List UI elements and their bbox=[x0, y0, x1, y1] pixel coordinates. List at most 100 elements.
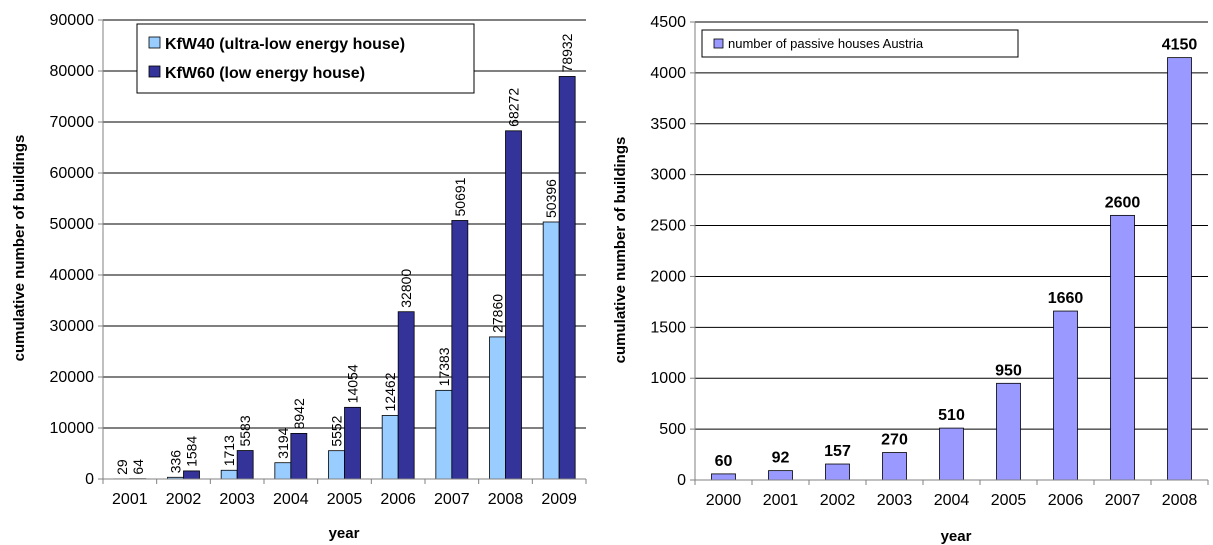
left-data-label: 5552 bbox=[329, 415, 345, 446]
left-bar-s2 bbox=[505, 130, 522, 480]
right-y-tick-label: 4500 bbox=[650, 14, 686, 31]
left-bar-s1 bbox=[220, 469, 238, 480]
left-legend-frame bbox=[136, 23, 475, 94]
right-legend-swatch-passive bbox=[713, 38, 724, 49]
left-data-label: 78932 bbox=[559, 33, 575, 72]
right-data-label: 270 bbox=[881, 432, 908, 449]
right-x-tick-label: 2000 bbox=[706, 492, 742, 509]
left-y-tick-label: 90000 bbox=[50, 12, 95, 29]
right-bar-s1 bbox=[711, 473, 736, 481]
left-x-tick-label: 2003 bbox=[219, 491, 255, 508]
chart-kfw: 0 10000 20000 30000 40000 50000 60000 70000 8000… bbox=[11, 12, 587, 542]
left-data-label: 1584 bbox=[184, 436, 200, 467]
right-x-tick-label: 2005 bbox=[991, 492, 1027, 509]
right-bar-s1 bbox=[1167, 57, 1192, 481]
right-data-label: 1660 bbox=[1048, 290, 1084, 307]
right-y-tick-label: 0 bbox=[677, 472, 686, 489]
left-y-tick-label: 0 bbox=[85, 471, 94, 488]
right-y-tick-label: 4000 bbox=[650, 65, 686, 82]
right-x-tick-label: 2001 bbox=[763, 492, 799, 509]
left-bar-s2 bbox=[183, 470, 200, 480]
left-data-label: 17383 bbox=[436, 347, 452, 386]
right-data-label: 92 bbox=[772, 450, 790, 467]
right-x-tick-labels: 2000 2001 2002 2003 2004 2005 2006 2007 2008 bbox=[706, 492, 1198, 509]
left-legend-swatch-kfw40 bbox=[148, 36, 161, 49]
left-data-label: 68272 bbox=[506, 88, 522, 127]
left-data-label: 50691 bbox=[452, 177, 468, 216]
left-y-tick-label: 80000 bbox=[50, 63, 95, 80]
right-x-tick-label: 2004 bbox=[934, 492, 970, 509]
right-bar-s1 bbox=[1053, 310, 1078, 481]
right-y-tick-label: 2000 bbox=[650, 268, 686, 285]
left-x-tick-label: 2009 bbox=[541, 491, 577, 508]
left-bar-s1 bbox=[542, 221, 560, 480]
left-x-tick-label: 2006 bbox=[380, 491, 416, 508]
right-bar-s1 bbox=[768, 470, 793, 481]
left-bar-s1 bbox=[435, 389, 453, 480]
right-bar-s1 bbox=[882, 452, 907, 481]
right-data-label: 60 bbox=[715, 453, 733, 470]
right-bar-s1 bbox=[1110, 214, 1135, 481]
left-bar-s2 bbox=[397, 311, 415, 480]
left-axes bbox=[98, 19, 587, 484]
right-x-tick-label: 2003 bbox=[877, 492, 913, 509]
left-y-tick-label: 60000 bbox=[50, 165, 95, 182]
left-bar-s2 bbox=[558, 76, 576, 480]
right-legend-label-passive: number of passive houses Austria bbox=[728, 36, 924, 51]
left-x-tick-label: 2002 bbox=[166, 491, 202, 508]
right-y-tick-label: 1000 bbox=[650, 370, 686, 387]
right-y-tick-label: 3500 bbox=[650, 116, 686, 133]
right-bar-s1 bbox=[996, 382, 1021, 481]
right-data-label: 510 bbox=[938, 407, 965, 424]
right-y-tick-label: 1500 bbox=[650, 319, 686, 336]
left-x-tick-label: 2005 bbox=[327, 491, 363, 508]
left-data-label: 14054 bbox=[345, 364, 361, 403]
left-x-tick-labels: 2001 2002 2003 2004 2005 2006 2007 2008 2009 bbox=[112, 491, 577, 508]
right-y-tick-labels: 0 500 1000 1500 2000 2500 3000 3500 4000 4500 bbox=[650, 14, 686, 489]
right-data-label: 950 bbox=[995, 362, 1022, 379]
left-y-tick-label: 10000 bbox=[50, 420, 95, 437]
right-legend-frame bbox=[701, 29, 1019, 58]
left-y-tick-label: 70000 bbox=[50, 114, 95, 131]
left-legend-swatch-kfw60 bbox=[148, 65, 161, 78]
left-y-tick-labels: 0 10000 20000 30000 40000 50000 60000 70000 8000… bbox=[50, 12, 95, 488]
left-bar-s2 bbox=[290, 432, 308, 480]
left-x-tick-label: 2004 bbox=[273, 491, 309, 508]
right-data-label: 157 bbox=[824, 443, 851, 460]
right-axes bbox=[690, 21, 1209, 485]
right-x-tick-label: 2002 bbox=[820, 492, 856, 509]
left-legend-label-kfw40: KfW40 (ultra-low energy house) bbox=[165, 36, 405, 53]
right-bar-s1 bbox=[939, 427, 964, 481]
left-gridlines bbox=[103, 19, 586, 429]
right-y-tick-label: 2500 bbox=[650, 218, 686, 235]
left-legend: KfW40 (ultra-low energy house) KfW60 (lo… bbox=[136, 23, 475, 94]
left-y-tick-label: 30000 bbox=[50, 318, 95, 335]
right-legend: number of passive houses Austria bbox=[701, 29, 1019, 58]
left-data-label: 5583 bbox=[237, 415, 253, 446]
left-data-label: 29 bbox=[114, 459, 130, 475]
right-y-tick-label: 500 bbox=[659, 421, 686, 438]
right-bars bbox=[711, 57, 1192, 481]
left-bar-s1 bbox=[381, 415, 399, 480]
left-bar-s1 bbox=[489, 336, 506, 480]
left-y-axis-title: cumulative number of buildings bbox=[11, 135, 28, 362]
right-x-tick-label: 2006 bbox=[1048, 492, 1084, 509]
left-data-label: 8942 bbox=[291, 398, 307, 429]
left-y-tick-label: 40000 bbox=[50, 267, 95, 284]
left-data-label: 336 bbox=[168, 450, 184, 474]
right-x-tick-label: 2007 bbox=[1105, 492, 1141, 509]
left-y-tick-label: 20000 bbox=[50, 369, 95, 386]
left-x-tick-label: 2007 bbox=[434, 491, 470, 508]
left-data-label: 32800 bbox=[398, 269, 414, 308]
chart-passive-houses: 0 500 1000 1500 2000 2500 3000 3500 4000 4500 200… bbox=[612, 14, 1209, 545]
right-x-axis-title: year bbox=[941, 528, 972, 545]
left-data-label: 50396 bbox=[543, 179, 559, 218]
left-x-tick-label: 2001 bbox=[112, 491, 148, 508]
left-data-label: 12462 bbox=[382, 372, 398, 411]
right-x-tick-label: 2008 bbox=[1162, 492, 1198, 509]
left-data-label: 1713 bbox=[221, 435, 237, 466]
left-x-tick-label: 2008 bbox=[488, 491, 524, 508]
left-bar-s2 bbox=[451, 220, 469, 480]
right-data-labels: 60 92 157 270 510 950 1660 2600 4150 bbox=[715, 37, 1198, 470]
